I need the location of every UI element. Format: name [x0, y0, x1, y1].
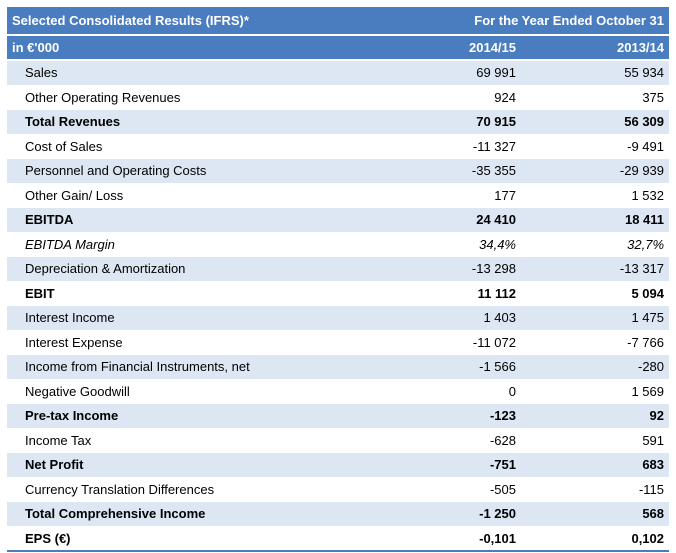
row-label: Other Gain/ Loss	[7, 183, 361, 208]
table-row: Interest Income 1 403 1 475	[7, 305, 670, 331]
row-value-year2: 32,7%	[521, 232, 670, 257]
row-value-year1: -628	[361, 428, 521, 453]
row-value-year2: 56 309	[521, 109, 670, 135]
row-label: Total Comprehensive Income	[7, 501, 361, 527]
row-value-year1: 177	[361, 183, 521, 208]
table-row: Pre-tax Income -123 92	[7, 403, 670, 429]
row-value-year2: -115	[521, 477, 670, 502]
row-label: EBITDA	[7, 207, 361, 233]
row-label: Interest Expense	[7, 330, 361, 355]
table-row: Total Comprehensive Income -1 250 568	[7, 501, 670, 527]
row-value-year2: -29 939	[521, 158, 670, 184]
table-subheader-row: in €'000 2014/15 2013/14	[7, 35, 670, 61]
table-row: EBITDA 24 410 18 411	[7, 207, 670, 233]
year2-heading: 2013/14	[521, 35, 670, 61]
row-value-year1: -505	[361, 477, 521, 502]
row-label: EPS (€)	[7, 526, 361, 552]
row-value-year1: -123	[361, 403, 521, 429]
row-label: Interest Income	[7, 305, 361, 331]
table-row: Currency Translation Differences -505 -1…	[7, 477, 670, 502]
row-value-year2: 568	[521, 501, 670, 527]
table-row: EBITDA Margin 34,4% 32,7%	[7, 232, 670, 257]
row-value-year1: 24 410	[361, 207, 521, 233]
table-row: Cost of Sales -11 327 -9 491	[7, 134, 670, 159]
table-row: Other Operating Revenues 924 375	[7, 85, 670, 110]
row-value-year2: 18 411	[521, 207, 670, 233]
row-label: Depreciation & Amortization	[7, 256, 361, 282]
table-row: Income from Financial Instruments, net -…	[7, 354, 670, 380]
table-row: Income Tax -628 591	[7, 428, 670, 453]
table-row: Other Gain/ Loss 177 1 532	[7, 183, 670, 208]
table-row: Net Profit -751 683	[7, 452, 670, 478]
table-row: EBIT 11 112 5 094	[7, 281, 670, 306]
row-value-year2: -7 766	[521, 330, 670, 355]
table-row: Negative Goodwill 0 1 569	[7, 379, 670, 404]
row-value-year2: 375	[521, 85, 670, 110]
row-label: Income Tax	[7, 428, 361, 453]
row-value-year2: 683	[521, 452, 670, 478]
table-row: Personnel and Operating Costs -35 355 -2…	[7, 158, 670, 184]
row-value-year2: -9 491	[521, 134, 670, 159]
row-label: EBITDA Margin	[7, 232, 361, 257]
row-value-year1: 1 403	[361, 305, 521, 331]
results-table-container: Selected Consolidated Results (IFRS)* Fo…	[7, 7, 670, 552]
row-value-year2: -280	[521, 354, 670, 380]
year1-heading: 2014/15	[361, 35, 521, 61]
table-title: Selected Consolidated Results (IFRS)*	[7, 7, 361, 36]
row-value-year1: 70 915	[361, 109, 521, 135]
table-row: Sales 69 991 55 934	[7, 59, 670, 86]
unit-label: in €'000	[7, 35, 361, 61]
row-value-year1: 69 991	[361, 59, 521, 86]
row-value-year2: 1 475	[521, 305, 670, 331]
period-heading: For the Year Ended October 31	[361, 7, 670, 36]
row-label: Negative Goodwill	[7, 379, 361, 404]
row-label: Other Operating Revenues	[7, 85, 361, 110]
row-label: Cost of Sales	[7, 134, 361, 159]
row-value-year2: 0,102	[521, 526, 670, 552]
row-value-year1: -35 355	[361, 158, 521, 184]
table-row: Depreciation & Amortization -13 298 -13 …	[7, 256, 670, 282]
row-value-year2: -13 317	[521, 256, 670, 282]
row-value-year1: -0,101	[361, 526, 521, 552]
table-row: Interest Expense -11 072 -7 766	[7, 330, 670, 355]
row-label: Personnel and Operating Costs	[7, 158, 361, 184]
row-label: Currency Translation Differences	[7, 477, 361, 502]
row-value-year2: 55 934	[521, 59, 670, 86]
row-value-year1: 11 112	[361, 281, 521, 306]
row-value-year2: 1 532	[521, 183, 670, 208]
row-value-year1: -11 072	[361, 330, 521, 355]
row-value-year2: 5 094	[521, 281, 670, 306]
row-value-year1: -1 566	[361, 354, 521, 380]
table-row: EPS (€) -0,101 0,102	[7, 526, 670, 552]
row-value-year2: 92	[521, 403, 670, 429]
row-value-year1: -11 327	[361, 134, 521, 159]
row-label: Sales	[7, 59, 361, 86]
table-header-row: Selected Consolidated Results (IFRS)* Fo…	[7, 7, 670, 36]
row-label: EBIT	[7, 281, 361, 306]
row-value-year1: -13 298	[361, 256, 521, 282]
row-label: Income from Financial Instruments, net	[7, 354, 361, 380]
row-label: Total Revenues	[7, 109, 361, 135]
row-value-year1: 924	[361, 85, 521, 110]
table-row: Total Revenues 70 915 56 309	[7, 109, 670, 135]
consolidated-results-table: Selected Consolidated Results (IFRS)* Fo…	[7, 7, 670, 552]
row-value-year1: -1 250	[361, 501, 521, 527]
row-value-year1: 34,4%	[361, 232, 521, 257]
row-label: Pre-tax Income	[7, 403, 361, 429]
row-value-year1: -751	[361, 452, 521, 478]
row-value-year1: 0	[361, 379, 521, 404]
row-label: Net Profit	[7, 452, 361, 478]
row-value-year2: 1 569	[521, 379, 670, 404]
row-value-year2: 591	[521, 428, 670, 453]
